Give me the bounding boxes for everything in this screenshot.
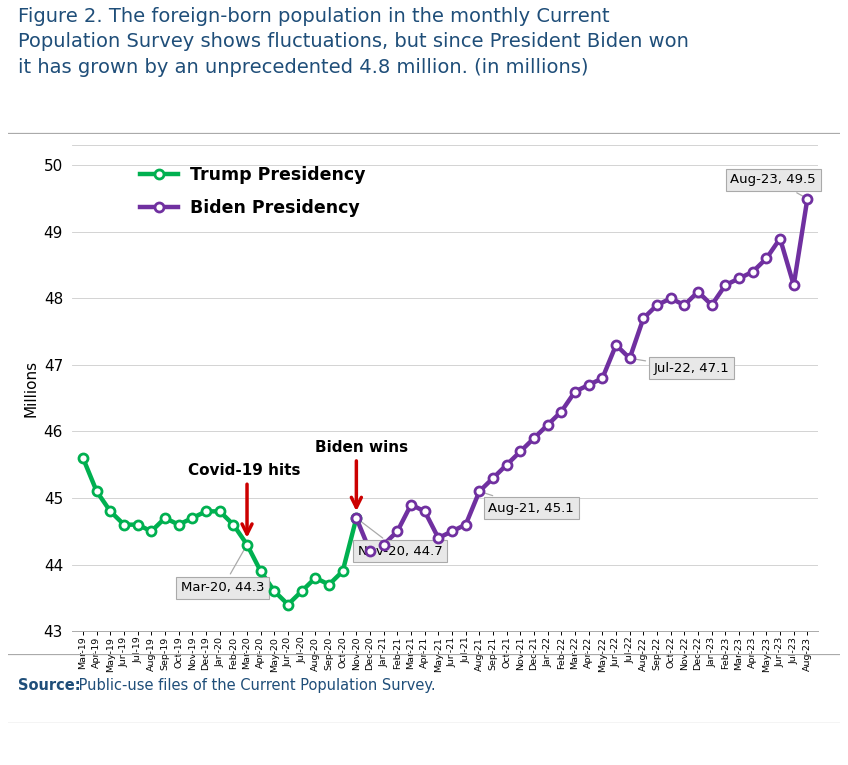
Y-axis label: Millions: Millions (23, 360, 38, 417)
Text: Mar-20, 44.3: Mar-20, 44.3 (181, 547, 265, 594)
Text: Covid-19 hits: Covid-19 hits (188, 463, 300, 478)
Text: Aug-21, 45.1: Aug-21, 45.1 (482, 492, 574, 515)
Text: Biden wins: Biden wins (315, 440, 409, 454)
Text: Source:: Source: (19, 678, 81, 692)
Text: Public-use files of the Current Population Survey.: Public-use files of the Current Populati… (74, 678, 436, 692)
Text: Jul-22, 47.1: Jul-22, 47.1 (633, 359, 729, 375)
Text: Figure 2. The foreign-born population in the monthly Current
Population Survey s: Figure 2. The foreign-born population in… (19, 7, 689, 77)
Text: Aug-23, 49.5: Aug-23, 49.5 (730, 174, 816, 197)
Legend: Trump Presidency, Biden Presidency: Trump Presidency, Biden Presidency (133, 159, 373, 224)
Text: Nov-20, 44.7: Nov-20, 44.7 (358, 519, 443, 558)
